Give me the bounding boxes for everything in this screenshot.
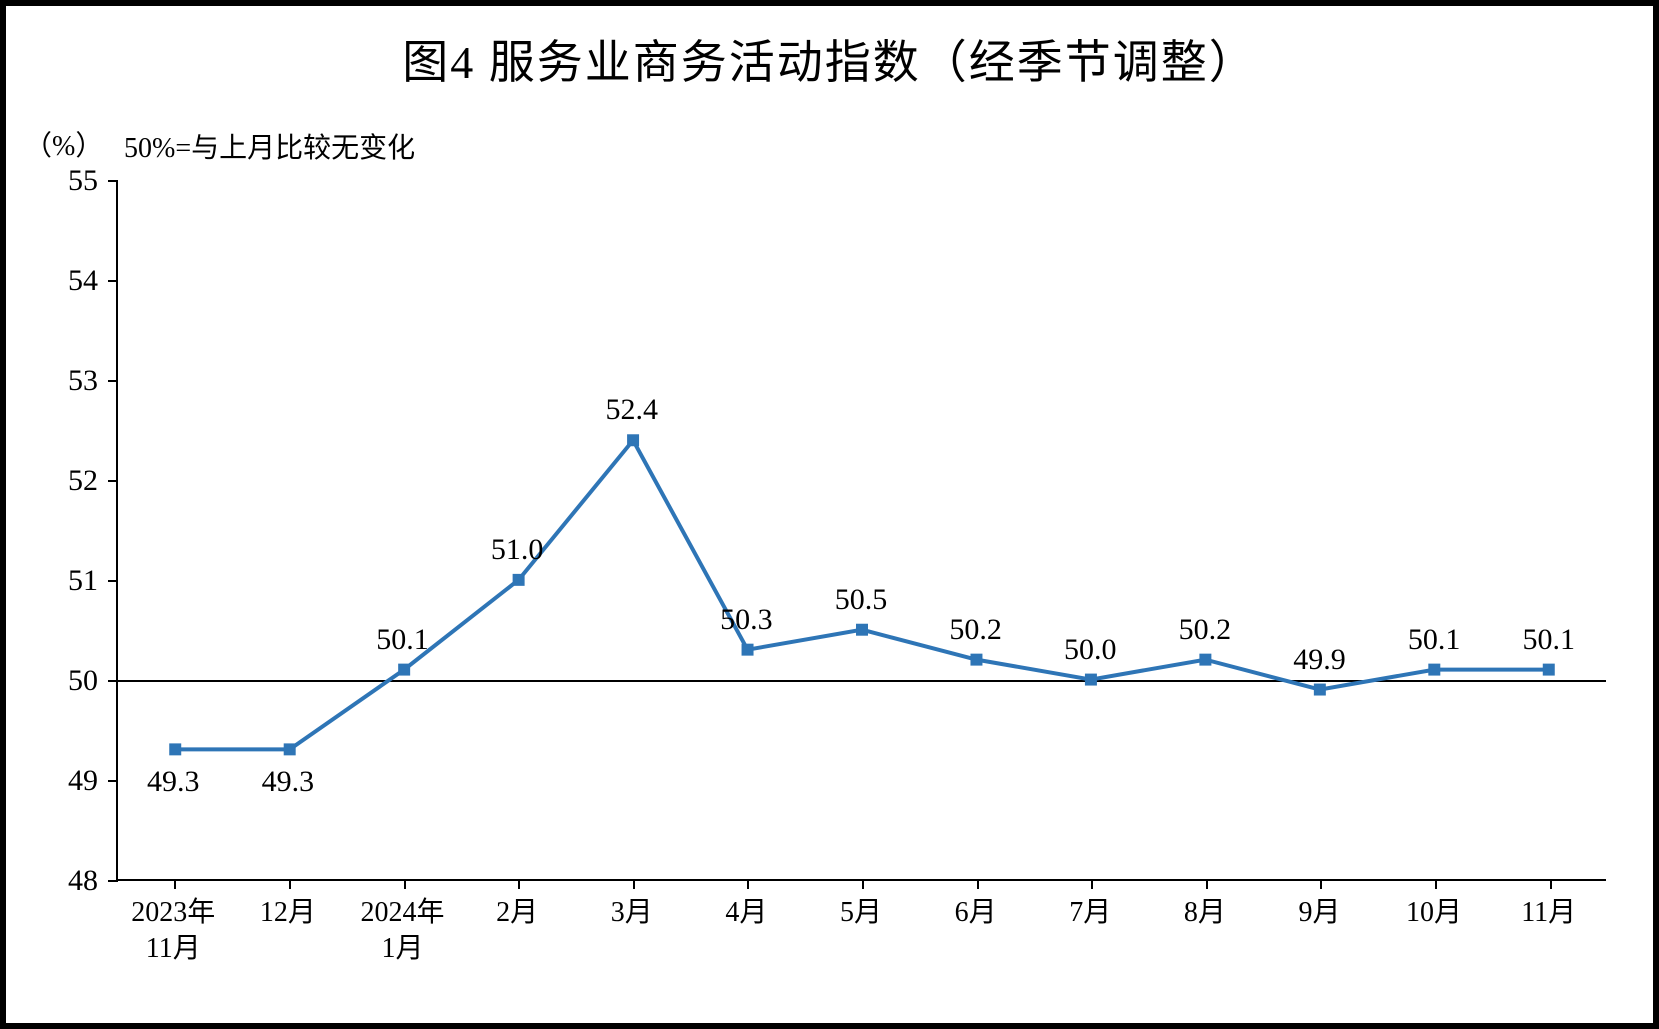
x-tick bbox=[1435, 879, 1437, 889]
x-tick bbox=[1091, 879, 1093, 889]
data-label: 50.1 bbox=[1408, 623, 1461, 657]
x-tick-label: 11月 bbox=[1521, 895, 1576, 931]
plot-container: 48495051525354552023年11月12月2024年1月2月3月4月… bbox=[116, 181, 1606, 881]
data-marker bbox=[1085, 674, 1097, 686]
y-tick-label: 51 bbox=[68, 564, 98, 598]
x-tick-label: 10月 bbox=[1406, 895, 1462, 931]
y-tick bbox=[108, 680, 118, 682]
data-label: 49.3 bbox=[262, 765, 315, 799]
x-tick-label: 8月 bbox=[1184, 895, 1226, 931]
x-tick-label: 4月 bbox=[725, 895, 767, 931]
y-unit-label: （%） bbox=[24, 124, 103, 164]
data-label: 50.1 bbox=[376, 623, 429, 657]
y-tick bbox=[108, 180, 118, 182]
data-marker bbox=[398, 664, 410, 676]
y-tick-label: 52 bbox=[68, 464, 98, 498]
y-tick bbox=[108, 580, 118, 582]
x-tick-label: 3月 bbox=[611, 895, 653, 931]
data-marker bbox=[169, 743, 181, 755]
x-tick bbox=[633, 879, 635, 889]
y-tick bbox=[108, 880, 118, 882]
data-label: 49.9 bbox=[1293, 643, 1346, 677]
y-tick-label: 50 bbox=[68, 664, 98, 698]
x-tick-label: 12月 bbox=[260, 895, 316, 931]
data-marker bbox=[1543, 664, 1555, 676]
x-tick-label: 2月 bbox=[496, 895, 538, 931]
y-tick bbox=[108, 380, 118, 382]
y-tick-label: 54 bbox=[68, 264, 98, 298]
x-tick bbox=[404, 879, 406, 889]
data-marker bbox=[1199, 654, 1211, 666]
data-label: 49.3 bbox=[147, 765, 200, 799]
x-tick bbox=[289, 879, 291, 889]
x-tick bbox=[1320, 879, 1322, 889]
x-tick bbox=[174, 879, 176, 889]
data-marker bbox=[513, 574, 525, 586]
x-tick bbox=[1550, 879, 1552, 889]
data-label: 51.0 bbox=[491, 533, 544, 567]
chart-frame: 图4 服务业商务活动指数（经季节调整） （%） 50%=与上月比较无变化 484… bbox=[0, 0, 1659, 1029]
x-tick-label: 2024年1月 bbox=[361, 895, 445, 968]
data-marker bbox=[856, 624, 868, 636]
y-tick bbox=[108, 280, 118, 282]
data-label: 50.0 bbox=[1064, 633, 1117, 667]
chart-title: 图4 服务业商务活动指数（经季节调整） bbox=[6, 26, 1653, 92]
x-tick-label: 5月 bbox=[840, 895, 882, 931]
data-marker bbox=[284, 743, 296, 755]
x-tick bbox=[977, 879, 979, 889]
data-label: 50.2 bbox=[949, 613, 1002, 647]
data-label: 50.2 bbox=[1179, 613, 1232, 647]
x-tick bbox=[747, 879, 749, 889]
y-tick-label: 55 bbox=[68, 164, 98, 198]
y-tick-label: 53 bbox=[68, 364, 98, 398]
x-tick-label: 6月 bbox=[955, 895, 997, 931]
data-label: 50.1 bbox=[1522, 623, 1575, 657]
data-label: 52.4 bbox=[606, 393, 659, 427]
chart-subtitle: 50%=与上月比较无变化 bbox=[124, 126, 415, 166]
y-tick bbox=[108, 780, 118, 782]
y-tick bbox=[108, 480, 118, 482]
plot-area bbox=[116, 181, 1606, 881]
data-label: 50.5 bbox=[835, 583, 888, 617]
x-tick-label: 9月 bbox=[1298, 895, 1340, 931]
x-tick-label: 7月 bbox=[1069, 895, 1111, 931]
y-tick-label: 49 bbox=[68, 764, 98, 798]
line-series bbox=[118, 181, 1606, 879]
data-label: 50.3 bbox=[720, 603, 773, 637]
data-marker bbox=[1428, 664, 1440, 676]
x-tick bbox=[1206, 879, 1208, 889]
data-marker bbox=[742, 644, 754, 656]
data-marker bbox=[627, 434, 639, 446]
x-tick-label: 2023年11月 bbox=[131, 895, 215, 968]
data-marker bbox=[970, 654, 982, 666]
y-tick-label: 48 bbox=[68, 864, 98, 898]
x-tick bbox=[518, 879, 520, 889]
data-marker bbox=[1314, 684, 1326, 696]
x-tick bbox=[862, 879, 864, 889]
